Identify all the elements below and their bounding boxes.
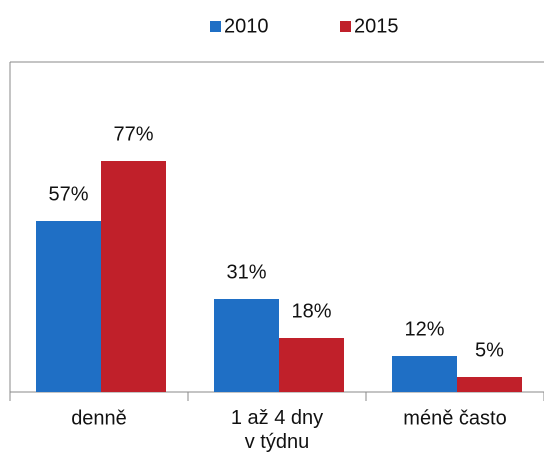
legend-swatch [340,21,351,32]
legend-label: 2010 [224,15,269,37]
legend-swatch [210,21,221,32]
data-label: 31% [226,261,266,283]
bar [457,377,522,392]
x-tick-label: 1 až 4 dny v týdnu [231,407,323,453]
bar [214,299,279,392]
x-tick-label: denně [71,407,127,429]
bar [279,338,344,392]
data-label: 12% [404,318,444,340]
bar [392,356,457,392]
data-label: 57% [48,183,88,205]
data-label: 77% [113,123,153,145]
x-tick-label: méně často [403,407,506,429]
data-label: 5% [475,339,504,361]
bar [101,161,166,392]
legend-label: 2015 [354,15,399,37]
bar [36,221,101,392]
data-label: 18% [291,300,331,322]
